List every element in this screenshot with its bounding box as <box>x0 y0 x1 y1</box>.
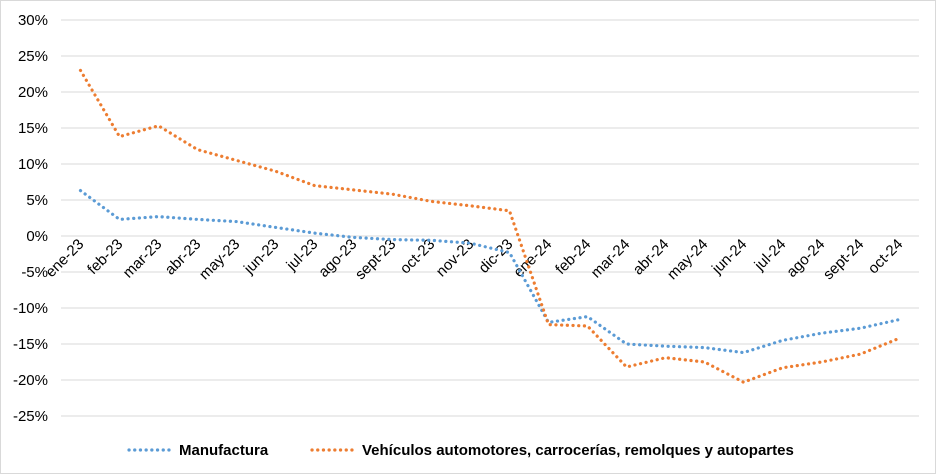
x-tick-label: oct-24 <box>865 236 907 278</box>
legend: Manufactura Vehículos automotores, carroc… <box>129 442 794 459</box>
x-tick-label: oct-23 <box>397 236 439 278</box>
y-tick-label: 5% <box>26 192 48 209</box>
x-tick-label: may-23 <box>196 236 243 283</box>
x-tick-label: nov-23 <box>433 236 477 280</box>
y-tick-label: 10% <box>18 156 48 173</box>
x-tick-label: ene-23 <box>42 236 87 281</box>
y-tick-label: 0% <box>26 228 48 245</box>
series-line-2 <box>81 70 900 382</box>
y-axis-tick-labels: -25%-20%-15%-10%-5%0%5%10%15%20%25%30% <box>13 12 48 425</box>
legend-label: Vehículos automotores, carrocerías, remo… <box>362 442 794 459</box>
y-tick-label: -20% <box>13 372 48 389</box>
legend-label: Manufactura <box>179 442 269 459</box>
x-tick-label: mar-23 <box>120 236 166 282</box>
y-tick-label: -10% <box>13 300 48 317</box>
y-tick-label: 25% <box>18 48 48 65</box>
x-tick-label: ene-24 <box>510 236 555 281</box>
series-lines <box>80 70 899 382</box>
y-tick-label: 30% <box>18 12 48 29</box>
y-tick-label: -25% <box>13 408 48 425</box>
y-tick-label: -15% <box>13 336 48 353</box>
y-tick-label: 15% <box>18 120 48 137</box>
x-tick-label: sept-23 <box>352 236 399 283</box>
x-tick-label: sept-24 <box>820 236 867 283</box>
y-tick-label: 20% <box>18 84 48 101</box>
x-tick-label: may-24 <box>664 236 711 283</box>
x-tick-label: mar-24 <box>588 236 634 282</box>
